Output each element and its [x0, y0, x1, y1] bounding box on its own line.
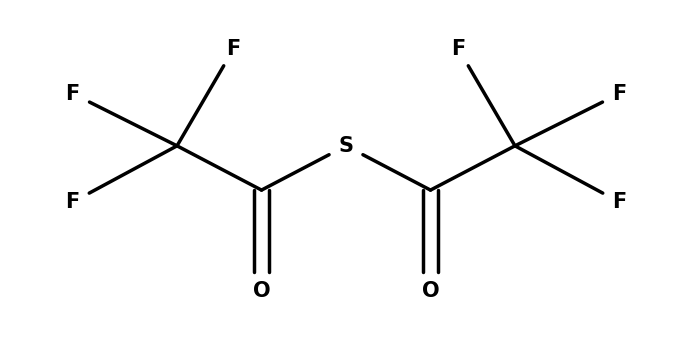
Text: O: O: [253, 281, 271, 301]
Text: F: F: [65, 84, 80, 104]
Text: F: F: [612, 84, 627, 104]
Text: S: S: [338, 136, 354, 156]
Text: O: O: [421, 281, 439, 301]
Text: F: F: [612, 192, 627, 212]
Text: F: F: [226, 39, 241, 59]
Text: F: F: [65, 192, 80, 212]
Text: F: F: [451, 39, 466, 59]
